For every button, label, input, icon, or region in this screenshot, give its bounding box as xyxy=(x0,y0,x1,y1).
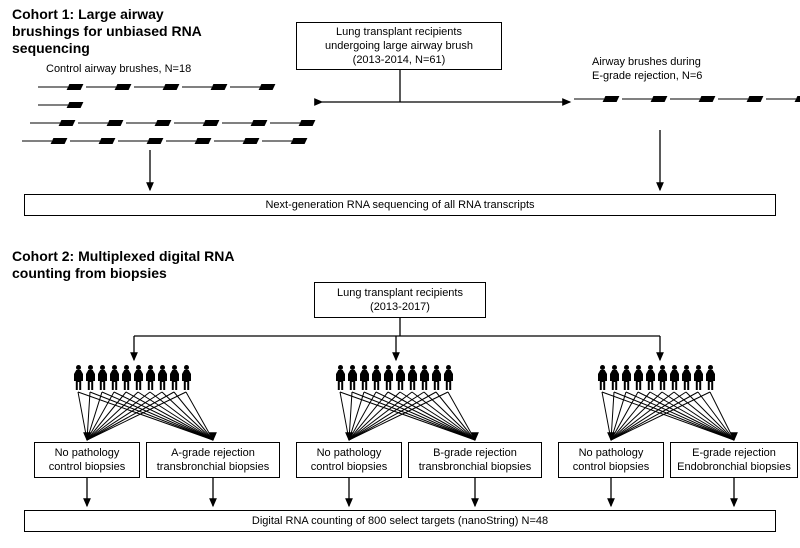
connector-lines xyxy=(0,0,800,548)
